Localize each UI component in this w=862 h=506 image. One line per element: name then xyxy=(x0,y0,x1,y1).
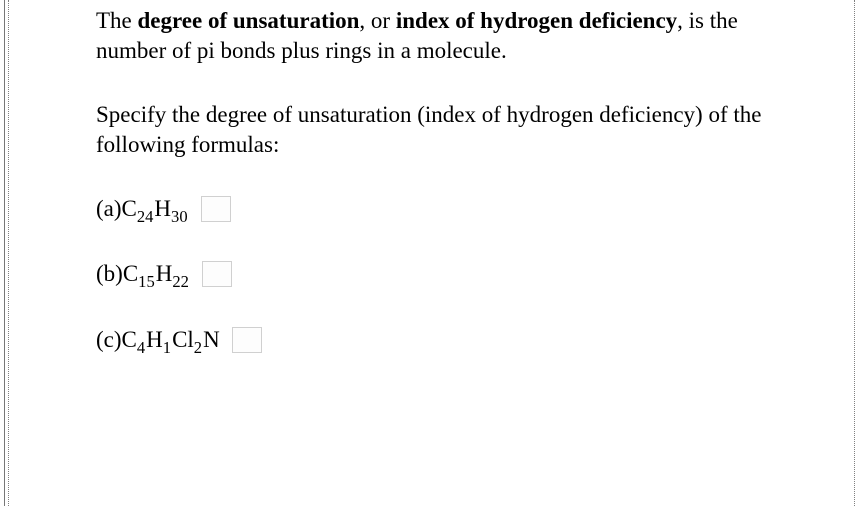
element-symbol: H xyxy=(146,325,163,355)
left-margin-dotted xyxy=(8,0,10,506)
subscript: 4 xyxy=(137,337,145,359)
subscript: 30 xyxy=(171,205,188,227)
right-margin-dotted xyxy=(854,0,856,506)
element-symbol: C xyxy=(123,259,138,289)
element-symbol: N xyxy=(203,325,220,355)
answer-input-b[interactable] xyxy=(202,261,232,287)
subscript: 15 xyxy=(138,271,155,293)
formula-a: (a) C 24 H 30 xyxy=(96,194,189,224)
formula-c: (c) C 4 H 1 Cl 2 N xyxy=(96,325,220,355)
left-margin-rule xyxy=(4,0,5,506)
element-symbol: Cl xyxy=(172,325,194,355)
subscript: 22 xyxy=(172,271,189,293)
element-symbol: C xyxy=(122,325,137,355)
answer-input-c[interactable] xyxy=(232,327,262,353)
term-bold: index of hydrogen deficiency xyxy=(396,8,677,33)
element-symbol: C xyxy=(122,194,137,224)
subscript: 24 xyxy=(137,205,154,227)
answer-input-a[interactable] xyxy=(201,196,231,222)
subscript: 2 xyxy=(194,337,202,359)
definition-paragraph: The degree of unsaturation, or index of … xyxy=(96,6,792,66)
item-label: (b) xyxy=(96,259,123,289)
question-item-c: (c) C 4 H 1 Cl 2 N xyxy=(96,325,792,355)
prompt-paragraph: Specify the degree of unsaturation (inde… xyxy=(96,100,792,160)
question-content: The degree of unsaturation, or index of … xyxy=(0,6,862,355)
item-label: (c) xyxy=(96,325,122,355)
subscript: 1 xyxy=(163,337,171,359)
term-bold: degree of unsaturation xyxy=(138,8,360,33)
formula-b: (b) C 15 H 22 xyxy=(96,259,190,289)
text-run: , or xyxy=(359,8,395,33)
element-symbol: H xyxy=(154,194,171,224)
item-label: (a) xyxy=(96,194,122,224)
question-item-b: (b) C 15 H 22 xyxy=(96,259,792,289)
question-item-a: (a) C 24 H 30 xyxy=(96,194,792,224)
text-run: The xyxy=(96,8,138,33)
element-symbol: H xyxy=(156,259,173,289)
